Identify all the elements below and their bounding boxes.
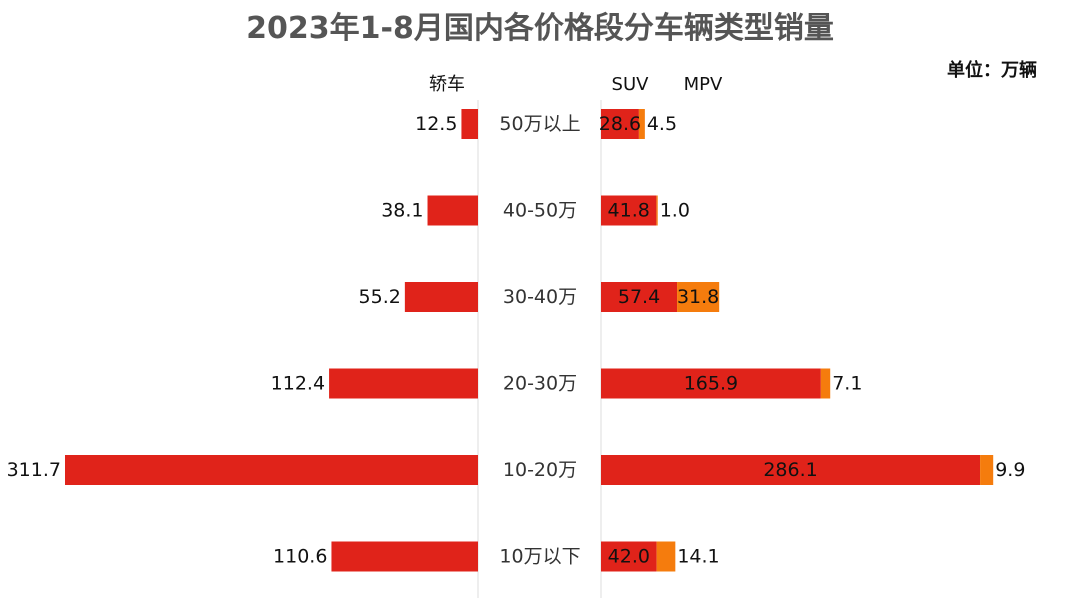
unit-label: 单位：万辆 [947, 59, 1037, 81]
mpv-value-label: 1.0 [660, 200, 690, 222]
sedan-value-label: 12.5 [415, 113, 457, 135]
mpv-bar [638, 109, 645, 139]
sedan-bar [331, 541, 478, 572]
mpv-bar [980, 455, 994, 485]
suv-bar [601, 455, 981, 485]
sedan-bar [461, 109, 478, 139]
sedan-bar [404, 282, 478, 312]
sedan-bar [64, 455, 478, 485]
mpv-value-label: 7.1 [832, 373, 862, 395]
suv-value-label: 42.0 [608, 546, 650, 568]
mpv-bar [677, 282, 720, 312]
suv-bar [601, 282, 678, 312]
chart-title: 2023年1-8月国内各价格段分车辆类型销量 [246, 11, 834, 46]
mpv-bar [820, 368, 831, 399]
sedan-bar [329, 368, 478, 399]
suv-value-label: 41.8 [608, 200, 650, 222]
suv-value-label: 28.6 [599, 113, 641, 135]
mpv-bar [656, 195, 658, 226]
sedan-bar [427, 195, 478, 226]
mpv-value-label: 4.5 [647, 113, 677, 135]
category-label: 20-30万 [503, 373, 577, 395]
suv-bar [601, 368, 821, 399]
category-label: 10-20万 [503, 459, 577, 481]
suv-bar [601, 541, 657, 572]
sedan-value-label: 110.6 [273, 546, 327, 568]
left-header-sedan: 轿车 [429, 74, 465, 95]
mpv-value-label: 31.8 [677, 286, 719, 308]
right-header-mpv: MPV [684, 74, 723, 95]
suv-bar [601, 109, 639, 139]
suv-bar [601, 195, 657, 226]
sedan-value-label: 55.2 [359, 286, 401, 308]
sedan-value-label: 38.1 [381, 200, 423, 222]
sedan-value-label: 311.7 [7, 459, 61, 481]
suv-value-label: 286.1 [763, 459, 817, 481]
category-label: 40-50万 [503, 200, 577, 222]
mpv-value-label: 14.1 [677, 546, 719, 568]
mpv-bar [656, 541, 676, 572]
right-header-suv: SUV [612, 74, 650, 95]
mpv-value-label: 9.9 [995, 459, 1025, 481]
category-label: 30-40万 [503, 286, 577, 308]
category-label: 10万以下 [499, 546, 580, 568]
category-label: 50万以上 [499, 113, 580, 135]
suv-value-label: 57.4 [618, 286, 660, 308]
bars-group: 50万以上 12.5 28.6 4.5 40-50万 38.1 41.8 1.0 30-40万 5… [7, 109, 1025, 572]
sedan-value-label: 112.4 [271, 373, 325, 395]
suv-value-label: 165.9 [684, 373, 738, 395]
